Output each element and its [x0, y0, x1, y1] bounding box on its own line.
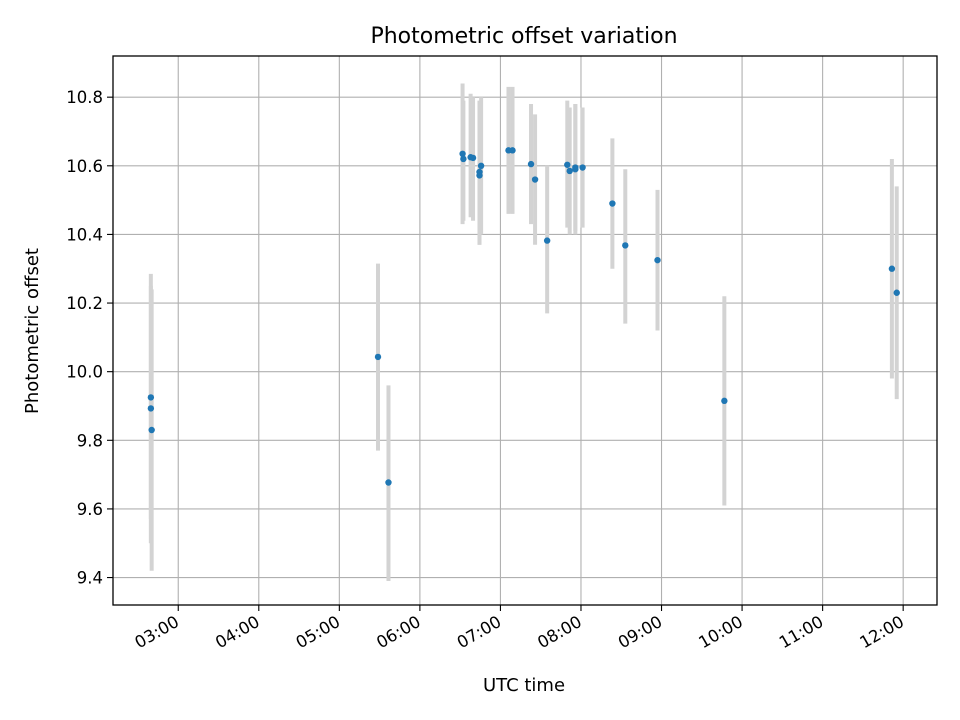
data-point	[147, 394, 155, 401]
data-point	[469, 154, 477, 162]
data-point	[579, 164, 586, 171]
data-point	[374, 353, 382, 361]
data-point	[721, 397, 728, 405]
plot-frame	[112, 55, 938, 606]
data-point	[148, 426, 155, 434]
y-tick-label: 9.8	[77, 431, 103, 450]
data-point	[147, 405, 155, 412]
y-axis-ticks: 9.4 9.6 9.8 10.0 10.2 10.4 10.6 10.8	[66, 88, 113, 588]
error-bars	[148, 83, 899, 581]
y-tick-label: 10.6	[66, 157, 103, 176]
data-point	[893, 289, 900, 296]
x-tick-label: 09:00	[615, 612, 666, 652]
chart-title: Photometric offset variation	[370, 24, 677, 49]
data-points	[147, 147, 900, 486]
x-tick-label: 03:00	[132, 612, 183, 652]
data-point	[654, 256, 661, 264]
x-tick-label: 04:00	[212, 612, 263, 652]
x-tick-label: 11:00	[776, 612, 827, 652]
data-point	[572, 166, 579, 173]
data-point	[527, 160, 535, 168]
y-axis-label: Photometric offset	[22, 248, 43, 414]
data-point	[888, 265, 896, 272]
data-point	[564, 161, 571, 168]
y-tick-label: 10.4	[66, 225, 103, 244]
data-point	[477, 162, 485, 169]
y-tick-label: 10.2	[66, 294, 103, 313]
data-point	[476, 172, 483, 179]
y-tick-label: 10.0	[66, 363, 103, 382]
data-point	[509, 147, 516, 154]
x-tick-label: 12:00	[856, 612, 907, 652]
data-point	[531, 176, 539, 183]
x-tick-label: 07:00	[454, 612, 505, 652]
data-point	[622, 242, 629, 249]
data-point	[460, 155, 467, 163]
data-point	[543, 237, 551, 244]
x-axis-ticks: 03:00 04:00 05:00 06:00 07:00 08:00 09:00 10:00…	[132, 605, 907, 652]
x-axis-label: UTC time	[483, 675, 565, 696]
y-tick-label: 10.8	[66, 88, 103, 107]
x-tick-label: 08:00	[534, 612, 585, 652]
y-tick-label: 9.6	[77, 500, 103, 519]
data-point	[459, 150, 466, 157]
y-tick-label: 9.4	[77, 569, 103, 588]
data-point	[609, 200, 616, 207]
x-tick-label: 06:00	[373, 612, 424, 652]
grid-lines	[113, 56, 937, 605]
x-tick-label: 10:00	[695, 612, 746, 652]
data-point	[385, 479, 392, 486]
data-point	[566, 167, 573, 175]
x-tick-label: 05:00	[293, 612, 344, 652]
